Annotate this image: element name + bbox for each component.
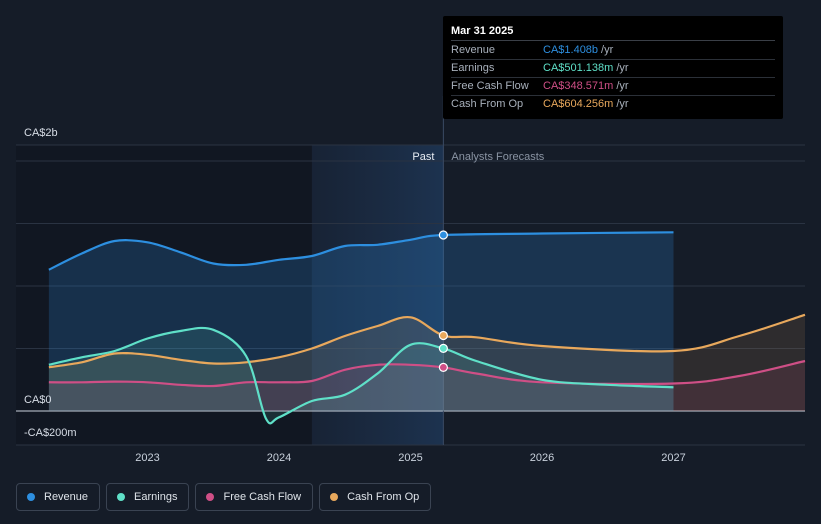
tooltip: Mar 31 2025 Revenue CA$1.408b /yr Earnin… <box>443 16 783 119</box>
legend-label: Free Cash Flow <box>223 491 302 503</box>
legend-dot-icon <box>330 493 339 501</box>
legend-label: Earnings <box>134 491 178 503</box>
forecast-label: Analysts Forecasts <box>451 151 544 163</box>
tooltip-value: CA$604.256m <box>543 98 614 110</box>
legend-item-revenue[interactable]: Revenue <box>16 483 101 511</box>
legend-dot-icon <box>27 493 35 501</box>
legend-label: Revenue <box>44 491 89 503</box>
tooltip-row-cash-from-op: Cash From Op CA$604.256m /yr <box>451 96 775 113</box>
x-axis-label: 2023 <box>135 452 159 464</box>
area-cash-from-op <box>48 314 805 411</box>
legend-item-earnings[interactable]: Earnings <box>106 483 190 511</box>
area-earnings <box>48 327 674 424</box>
point-earnings <box>438 343 448 353</box>
legend-label: Cash From Op <box>347 491 420 503</box>
y-axis-label: CA$2b <box>24 127 58 139</box>
y-axis-label: -CA$200m <box>24 427 77 439</box>
highlight-region <box>311 145 444 445</box>
tooltip-unit: /yr <box>616 98 629 110</box>
line-revenue <box>48 231 674 271</box>
tooltip-value: CA$1.408b <box>543 44 599 56</box>
area-free-cash-flow <box>48 361 805 411</box>
tooltip-date: Mar 31 2025 <box>451 24 775 41</box>
line-cash-from-op <box>48 313 806 369</box>
past-label: Past <box>412 151 434 163</box>
tooltip-label: Free Cash Flow <box>451 80 529 92</box>
tooltip-unit: /yr <box>601 44 614 56</box>
tooltip-value: CA$501.138m <box>543 62 614 74</box>
tooltip-row-earnings: Earnings CA$501.138m /yr <box>451 60 775 78</box>
tooltip-label: Cash From Op <box>451 98 524 110</box>
area-revenue <box>48 232 674 411</box>
y-axis-label: CA$0 <box>24 394 52 406</box>
tooltip-label: Revenue <box>451 44 496 56</box>
point-revenue <box>438 230 448 240</box>
tooltip-label: Earnings <box>451 62 495 74</box>
legend-item-free-cash-flow[interactable]: Free Cash Flow <box>195 483 314 511</box>
tooltip-value: CA$348.571m <box>543 80 614 92</box>
x-axis-label: 2027 <box>661 452 685 464</box>
x-axis-label: 2024 <box>267 452 291 464</box>
x-axis-label: 2025 <box>398 452 422 464</box>
tooltip-unit: /yr <box>616 80 629 92</box>
tooltip-row-revenue: Revenue CA$1.408b /yr <box>451 42 775 60</box>
tooltip-row-free-cash-flow: Free Cash Flow CA$348.571m /yr <box>451 78 775 96</box>
legend-dot-icon <box>117 493 126 501</box>
legend: Revenue Earnings Free Cash Flow Cash Fro… <box>16 483 432 513</box>
point-cash-from-op <box>438 330 448 341</box>
legend-item-cash-from-op[interactable]: Cash From Op <box>319 483 432 511</box>
line-earnings <box>48 326 674 425</box>
x-axis-label: 2026 <box>530 452 554 464</box>
point-free-cash-flow <box>438 362 448 372</box>
legend-dot-icon <box>206 493 215 501</box>
tooltip-unit: /yr <box>616 62 629 74</box>
